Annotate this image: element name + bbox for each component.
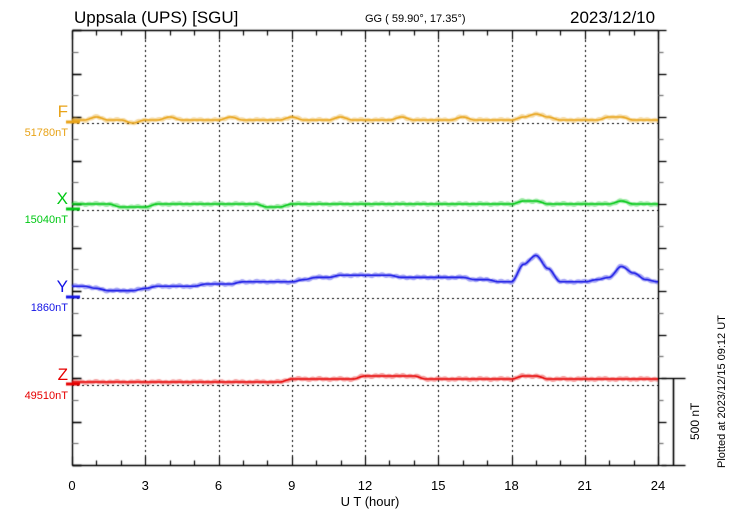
x-axis-title: U T (hour) xyxy=(340,494,400,509)
scale-bar-label: 500 nT xyxy=(688,402,702,440)
plotted-timestamp: Plotted at 2023/12/15 09:12 UT xyxy=(716,315,728,468)
page-title: Uppsala (UPS) [SGU] xyxy=(74,8,239,27)
x-tick-24: 24 xyxy=(650,478,666,493)
component-label-f: F xyxy=(57,102,68,121)
component-baseline-x: 15040nT xyxy=(24,214,68,226)
geographic-coordinates: GG ( 59.90°, 17.35°) xyxy=(365,13,466,25)
x-tick-12: 12 xyxy=(357,478,373,493)
x-tick-15: 15 xyxy=(431,478,446,493)
component-baseline-y: 1860nT xyxy=(30,302,68,314)
x-tick-6: 6 xyxy=(214,478,223,493)
observation-date: 2023/12/10 xyxy=(570,8,656,27)
x-tick-9: 9 xyxy=(288,478,296,493)
component-label-x: X xyxy=(56,189,68,208)
component-label-z: Z xyxy=(57,365,68,384)
component-baseline-z: 49510nT xyxy=(24,390,68,402)
x-tick-0: 0 xyxy=(68,478,76,493)
x-tick-3: 3 xyxy=(141,478,149,493)
component-label-y: Y xyxy=(56,277,68,296)
component-baseline-f: 51780nT xyxy=(24,127,68,139)
x-tick-18: 18 xyxy=(504,478,519,493)
coord-text: GG ( 59.90°, 17.35°) xyxy=(365,13,466,25)
x-tick-21: 21 xyxy=(577,478,592,493)
